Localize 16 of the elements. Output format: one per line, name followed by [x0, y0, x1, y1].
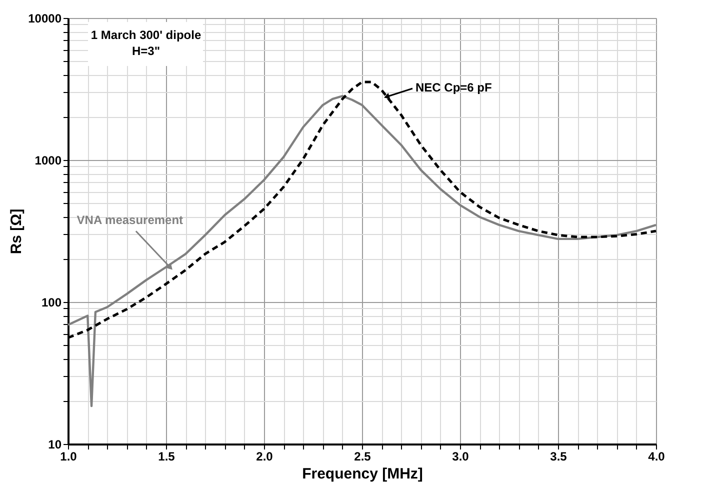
x-tick-label: 2.0: [256, 450, 274, 464]
line-series: [66, 94, 658, 408]
y-tick-label: 10000: [28, 12, 62, 26]
x-tick-label: 1.5: [158, 450, 176, 464]
annotation: 1 March 300' dipole H=3": [90, 28, 202, 58]
y-tick-label: 1000: [34, 154, 62, 168]
x-tick-label: 2.5: [354, 450, 372, 464]
x-tick-label: 3.0: [452, 450, 470, 464]
y-tick-label: 100: [41, 296, 62, 310]
x-axis-title: Frequency [MHz]: [302, 466, 423, 482]
x-tick-label: 1.0: [60, 450, 78, 464]
y-tick-label: 10: [48, 438, 62, 452]
annotation: NEC Cp=6 pF: [415, 80, 492, 95]
x-tick-label: 3.5: [550, 450, 568, 464]
x-tick-label: 4.0: [648, 450, 666, 464]
y-axis-title: Rs [Ω]: [8, 208, 26, 254]
